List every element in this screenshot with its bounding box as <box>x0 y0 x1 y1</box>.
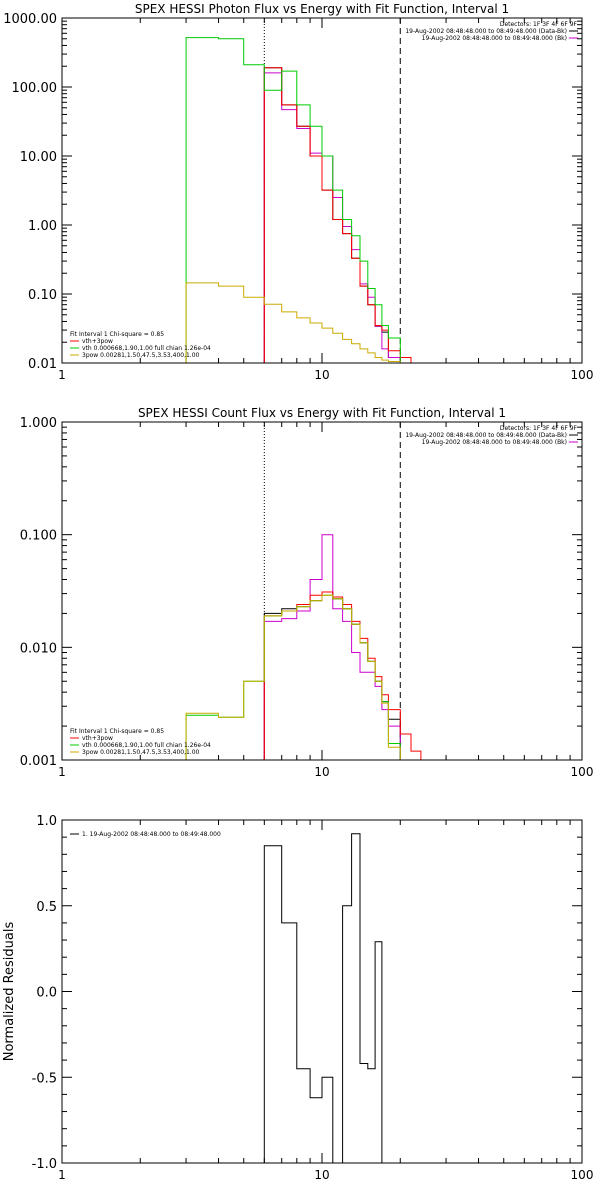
y-tick-label: 0.001 <box>20 754 57 769</box>
series-group <box>263 833 401 1163</box>
series-line-1 <box>263 591 401 760</box>
y-tick-label: 10.00 <box>20 150 57 165</box>
x-tick-label: 100 <box>571 765 594 779</box>
header-line: Detectors: 1F 3F 4F 6F 9F <box>500 21 578 28</box>
y-tick-label: 0.100 <box>20 529 57 544</box>
legend-entry: vth 0.000668,1.90,1.00 full chian 1.26e-… <box>82 345 211 352</box>
legend-entry: 3pow 0.00281,1.50,47.5,3.53,400,1.00 <box>82 749 200 756</box>
legend-title: Fit Interval 1 Chi-square = 0.85 <box>70 331 164 338</box>
y-tick-label: -1.0 <box>32 1157 57 1172</box>
header-line: 19-Aug-2002 08:48:48.000 to 08:49:48.000… <box>422 439 567 446</box>
y-tick-label: 1.000 <box>20 416 57 431</box>
x-tick-label: 1 <box>58 1168 66 1182</box>
y-axis-ticks <box>62 421 582 761</box>
plot-frame <box>61 17 583 364</box>
chart-panel-1: SPEX HESSI Photon Flux vs Energy with Fi… <box>3 2 593 382</box>
header-line: Detectors: 1F 3F 4F 6F 9F <box>500 425 578 432</box>
x-tick-label: 1 <box>58 765 66 779</box>
x-tick-label: 1 <box>58 368 66 382</box>
chart-title: SPEX HESSI Photon Flux vs Energy with Fi… <box>135 2 509 16</box>
y-tick-label: 0.01 <box>28 357 57 372</box>
x-axis-ticks <box>61 18 571 363</box>
y-tick-label: 0.5 <box>36 900 57 915</box>
chart-panel-3: 1 10 100 -1.0 -0.5 0.0 0.5 1.0 Normalized Residu… <box>2 814 594 1182</box>
header-line: 19-Aug-2002 08:48:48.000 to 08:49:48.000… <box>422 35 567 42</box>
x-axis-ticks <box>61 820 571 1163</box>
series-line-2 <box>263 534 401 760</box>
legend-title: Fit Interval 1 Chi-square = 0.85 <box>70 728 164 735</box>
y-tick-label: 1000.00 <box>3 12 57 27</box>
x-tick-label: 100 <box>571 1168 594 1182</box>
y-tick-label: 1.0 <box>36 814 57 829</box>
plot-frame <box>61 421 583 761</box>
header-line: 19-Aug-2002 08:48:48.000 to 08:49:48.000… <box>405 432 567 439</box>
series-line-3 <box>263 591 422 760</box>
y-tick-label: 0.010 <box>20 641 57 656</box>
x-tick-label: 10 <box>314 1168 329 1182</box>
y-tick-label: 0.10 <box>28 288 57 303</box>
legend-entry: 3pow 0.00281,1.50,47.5,3.53,400,1.00 <box>82 352 200 359</box>
legend-entry: vth+3pow <box>82 338 113 345</box>
series-line-4 <box>185 37 401 363</box>
y-tick-label: 1.00 <box>28 219 57 234</box>
series-line-3 <box>263 67 412 363</box>
legend-entry: vth 0.000668,1.90,1.00 full chian 1.26e-… <box>82 742 211 749</box>
x-tick-label: 100 <box>571 368 594 382</box>
series-line-4 <box>185 594 411 760</box>
series-line-1 <box>263 833 401 1163</box>
chart-panel-2: SPEX HESSI Count Flux vs Energy with Fit… <box>20 406 594 779</box>
legend-entry: 1. 19-Aug-2002 08:48:48.000 to 08:49:48.… <box>82 831 221 838</box>
series-line-5 <box>185 594 401 760</box>
chart-title: SPEX HESSI Count Flux vs Energy with Fit… <box>138 406 506 420</box>
plot-frame <box>61 819 583 1164</box>
y-axis-ticks <box>62 819 582 1164</box>
y-axis-label: Normalized Residuals <box>2 922 17 1062</box>
x-tick-label: 10 <box>314 368 329 382</box>
x-tick-label: 10 <box>314 765 329 779</box>
y-tick-label: 0.0 <box>36 986 57 1001</box>
series-group <box>185 534 422 760</box>
series-line-5 <box>185 282 401 363</box>
legend-entry: vth+3pow <box>82 735 113 742</box>
x-axis-ticks <box>61 422 571 760</box>
header-line: 19-Aug-2002 08:48:48.000 to 08:49:48.000… <box>405 28 567 35</box>
y-tick-label: -0.5 <box>32 1071 57 1086</box>
series-group <box>185 37 412 363</box>
y-tick-label: 100.00 <box>12 81 58 96</box>
